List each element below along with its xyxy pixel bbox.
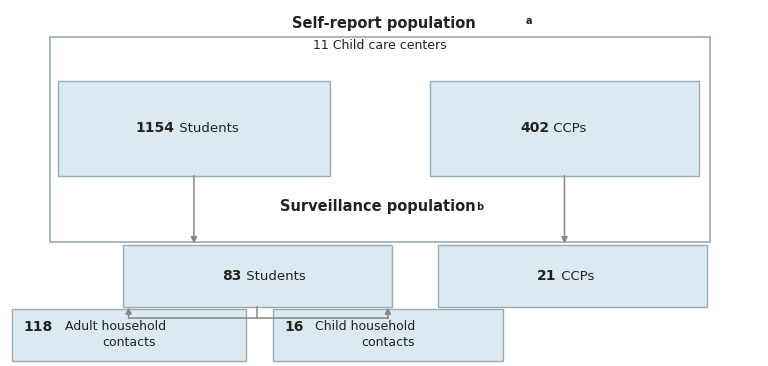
Bar bbox=[273, 309, 503, 361]
Bar bbox=[438, 245, 707, 307]
Text: 11 Child care centers: 11 Child care centers bbox=[313, 39, 447, 52]
Text: 16: 16 bbox=[284, 320, 303, 334]
Text: Adult household: Adult household bbox=[61, 320, 167, 333]
Text: 402: 402 bbox=[520, 121, 549, 135]
Text: CCPs: CCPs bbox=[557, 270, 594, 283]
Text: 21: 21 bbox=[538, 269, 557, 283]
Bar bbox=[58, 81, 330, 176]
Text: contacts: contacts bbox=[361, 336, 415, 350]
Bar bbox=[430, 81, 699, 176]
Text: 118: 118 bbox=[23, 320, 52, 334]
Text: 83: 83 bbox=[223, 269, 242, 283]
Bar bbox=[123, 245, 392, 307]
Text: 1154: 1154 bbox=[136, 121, 174, 135]
Text: b: b bbox=[476, 202, 483, 212]
Text: Students: Students bbox=[174, 122, 239, 135]
Text: Child household: Child household bbox=[311, 320, 415, 333]
Bar bbox=[12, 309, 246, 361]
Bar bbox=[50, 37, 710, 242]
Text: contacts: contacts bbox=[102, 336, 155, 350]
Text: Self-report population: Self-report population bbox=[292, 16, 476, 31]
Text: Surveillance population: Surveillance population bbox=[280, 199, 476, 214]
Text: CCPs: CCPs bbox=[549, 122, 587, 135]
Text: Students: Students bbox=[242, 270, 306, 283]
Text: a: a bbox=[526, 16, 532, 26]
